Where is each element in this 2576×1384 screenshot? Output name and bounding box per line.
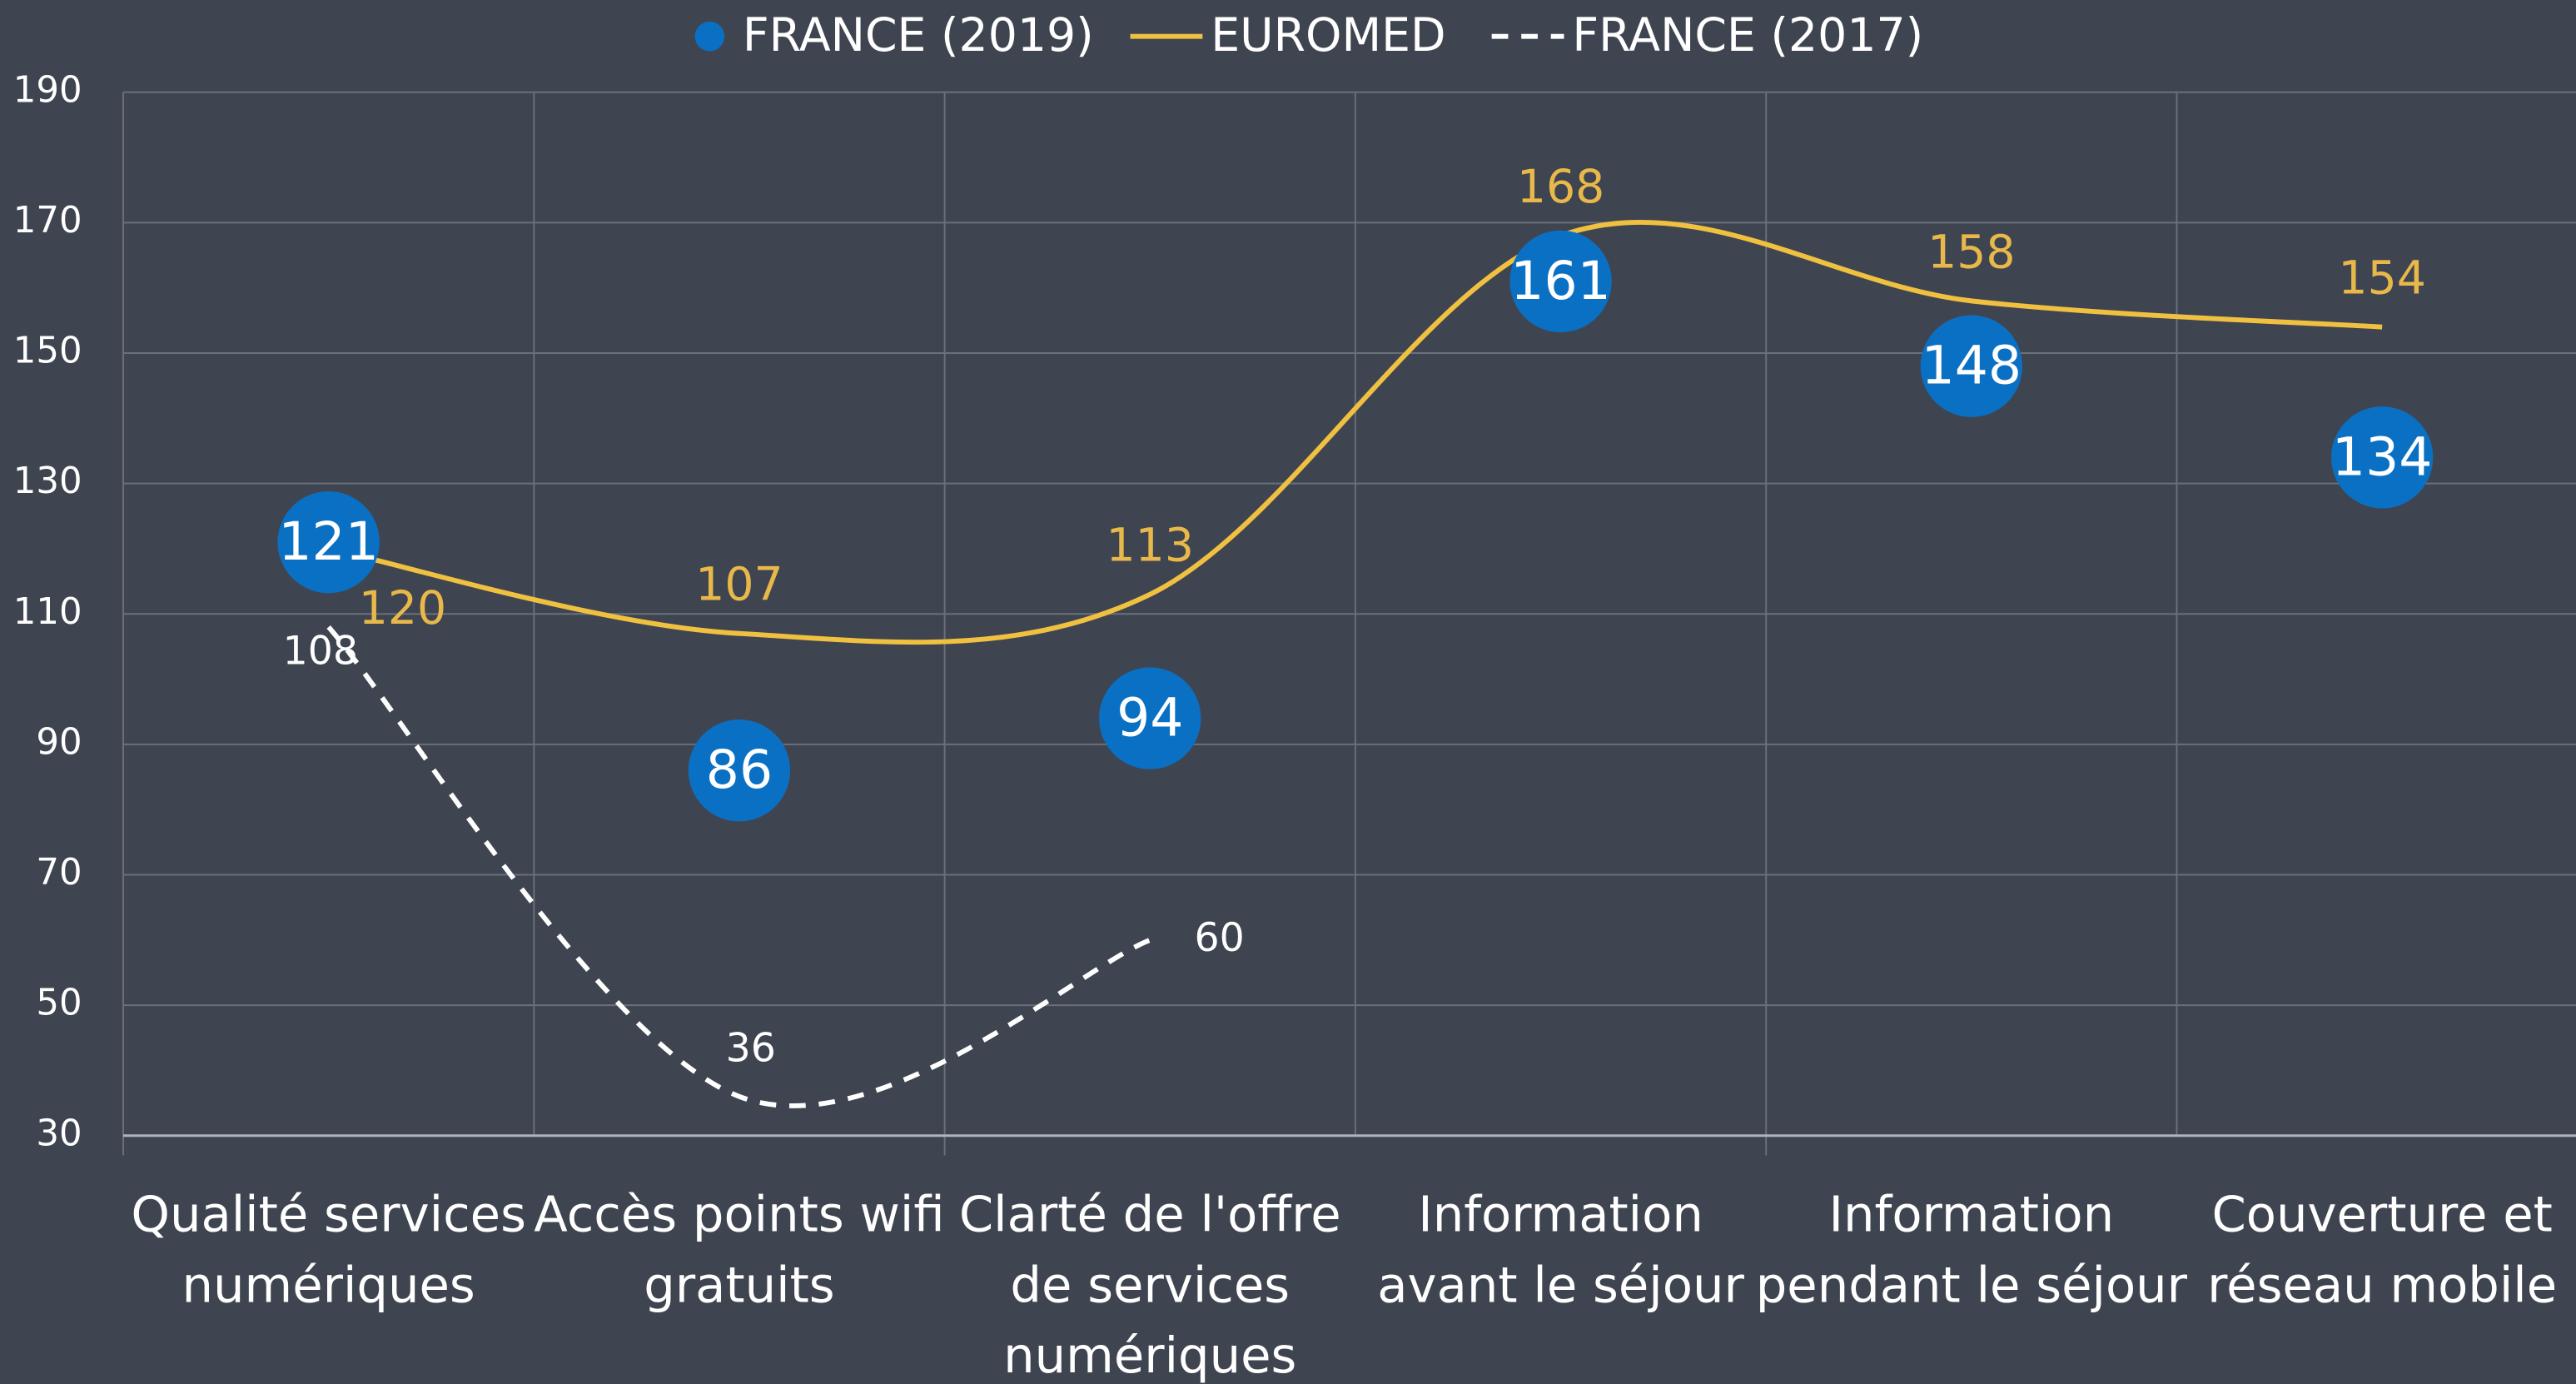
data-label: 148: [1922, 335, 2022, 396]
legend-label: FRANCE (2017): [1572, 9, 1923, 62]
data-label: 86: [706, 739, 773, 800]
y-tick-label: 110: [13, 591, 82, 633]
data-label: 120: [359, 582, 446, 635]
y-tick-label: 190: [13, 69, 82, 111]
x-tick-label: gratuits: [644, 1256, 834, 1313]
x-tick-label: de services: [1010, 1256, 1290, 1313]
data-label: 107: [695, 559, 783, 612]
x-tick-label: numériques: [1003, 1327, 1296, 1384]
data-point: [277, 490, 380, 594]
y-tick-label: 150: [13, 331, 82, 372]
legend-swatch: [694, 21, 725, 52]
data-label: 113: [1106, 520, 1194, 573]
x-tick-label: Accès points wifi: [534, 1186, 944, 1243]
data-point: [1509, 230, 1612, 333]
y-tick-label: 50: [36, 983, 82, 1024]
x-tick-label: réseau mobile: [2207, 1256, 2557, 1313]
data-label: 161: [1510, 250, 1611, 311]
x-tick-label: Information: [1418, 1186, 1703, 1243]
data-label: 168: [1517, 161, 1604, 214]
x-tick-label: avant le séjour: [1377, 1256, 1744, 1313]
data-label: 108: [283, 629, 358, 675]
x-tick-label: Qualité services: [131, 1186, 526, 1243]
x-tick-label: Couverture et: [2211, 1186, 2552, 1243]
data-label: 94: [1116, 687, 1183, 749]
data-label: 158: [1927, 226, 2015, 279]
data-point: [1920, 315, 2023, 417]
data-label: 60: [1195, 915, 1245, 961]
data-label: 154: [2338, 252, 2425, 306]
y-tick-label: 170: [13, 200, 82, 241]
legend-label: FRANCE (2019): [743, 9, 1094, 62]
y-tick-label: 130: [13, 461, 82, 502]
x-tick-label: Clarté de l'offre: [959, 1186, 1341, 1243]
x-tick-label: Information: [1829, 1186, 2115, 1243]
legend-label: EUROMED: [1211, 9, 1445, 62]
data-label: 121: [278, 510, 379, 572]
y-tick-label: 90: [36, 721, 82, 763]
x-tick-label: numériques: [182, 1256, 475, 1313]
y-tick-label: 70: [36, 852, 82, 894]
y-tick-label: 30: [36, 1113, 82, 1154]
data-point: [1099, 667, 1201, 769]
x-tick-label: pendant le séjour: [1756, 1256, 2188, 1313]
data-point: [2330, 406, 2434, 509]
data-point: [688, 719, 791, 822]
series-line: [328, 219, 2383, 645]
data-label: 36: [726, 1026, 776, 1072]
series-line: [326, 625, 1151, 1108]
data-label: 134: [2332, 426, 2433, 487]
